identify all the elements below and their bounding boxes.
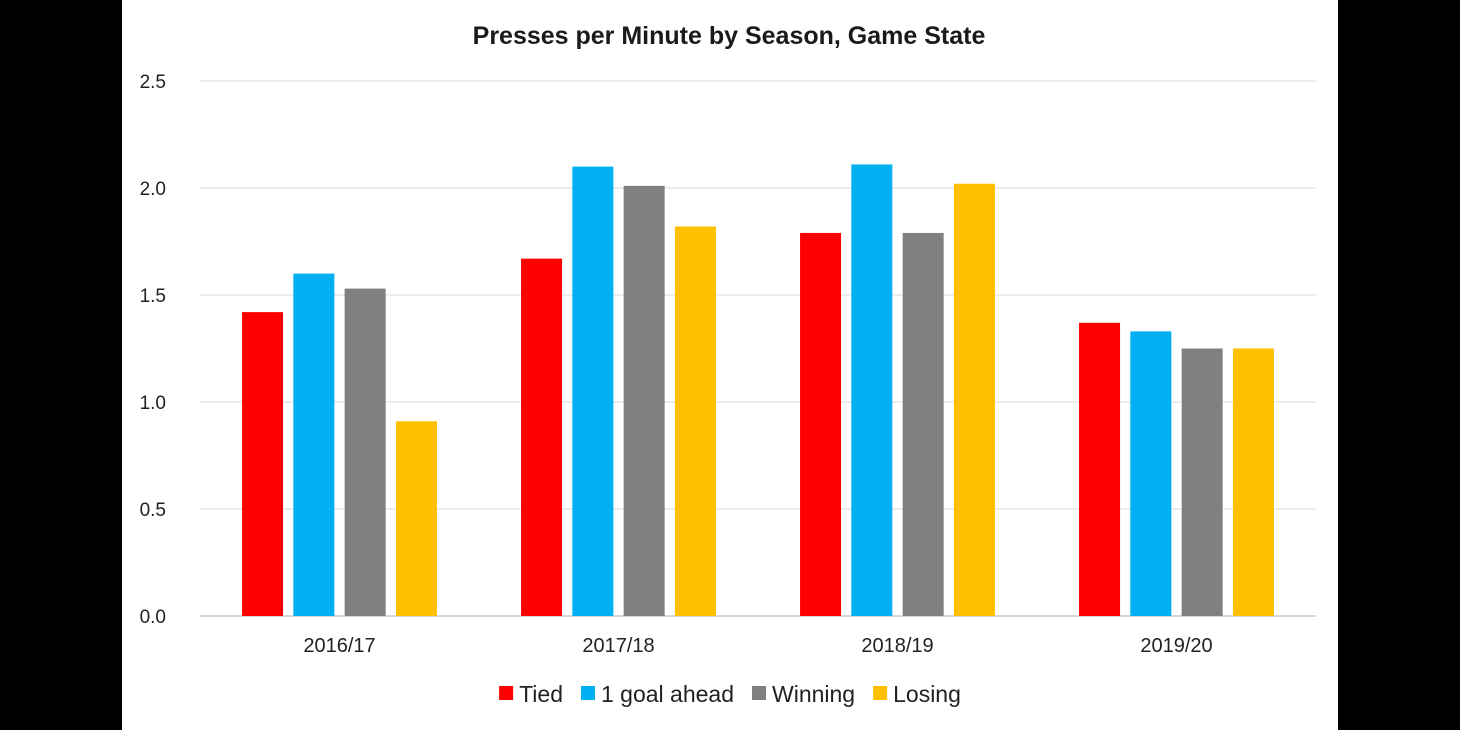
gridlines bbox=[200, 80, 1316, 617]
bar-tied-2019-20 bbox=[1079, 322, 1121, 616]
legend-swatch-winning bbox=[752, 686, 767, 700]
y-tick-label: 2.5 bbox=[140, 72, 166, 93]
x-tick-label: 2017/18 bbox=[582, 635, 654, 657]
y-tick-label: 1.0 bbox=[140, 393, 166, 414]
y-tick-label: 0.5 bbox=[140, 500, 166, 521]
legend-label: 1 goal ahead bbox=[601, 681, 734, 707]
legend-swatch-tied bbox=[499, 686, 514, 700]
bar-1-goal-ahead-2016-17 bbox=[293, 273, 335, 616]
bar-winning-2018-19 bbox=[902, 232, 944, 616]
legend-swatch-1-goal-ahead bbox=[580, 686, 595, 700]
y-axis-ticks: 0.0 0.5 1.0 1.5 2.0 2.5 bbox=[140, 72, 166, 628]
legend-label: Winning bbox=[772, 681, 855, 707]
x-tick-label: 2019/20 bbox=[1140, 635, 1212, 657]
legend-swatch-losing bbox=[873, 686, 888, 700]
y-tick-label: 0.0 bbox=[140, 607, 166, 628]
y-tick-label: 1.5 bbox=[140, 286, 166, 307]
bar-chart: Presses per Minute by Season, Game State… bbox=[140, 22, 1316, 707]
bar-losing-2016-17 bbox=[395, 421, 437, 616]
bar-losing-2017-18 bbox=[674, 226, 716, 616]
y-tick-label: 2.0 bbox=[140, 179, 166, 200]
x-tick-label: 2016/17 bbox=[303, 635, 375, 657]
chart-panel: Presses per Minute by Season, Game State… bbox=[122, 0, 1338, 730]
bar-tied-2016-17 bbox=[242, 312, 284, 616]
bar-tied-2018-19 bbox=[800, 232, 842, 616]
x-axis-ticks: 2016/17 2017/18 2018/19 2019/20 bbox=[303, 635, 1212, 657]
bar-winning-2017-18 bbox=[623, 185, 665, 617]
bar-losing-2018-19 bbox=[953, 183, 995, 616]
bar-1-goal-ahead-2019-20 bbox=[1130, 331, 1172, 616]
legend-label: Losing bbox=[893, 681, 961, 707]
bar-tied-2017-18 bbox=[521, 258, 563, 616]
bars bbox=[242, 164, 1274, 617]
bar-1-goal-ahead-2017-18 bbox=[572, 166, 614, 616]
bar-losing-2019-20 bbox=[1232, 348, 1274, 616]
chart-title: Presses per Minute by Season, Game State bbox=[473, 22, 986, 50]
x-tick-label: 2018/19 bbox=[861, 635, 933, 657]
bar-winning-2019-20 bbox=[1181, 348, 1223, 616]
legend: Tied 1 goal ahead Winning Losing bbox=[499, 681, 961, 707]
legend-label: Tied bbox=[519, 681, 563, 707]
bar-winning-2016-17 bbox=[344, 288, 386, 616]
bar-1-goal-ahead-2018-19 bbox=[851, 164, 893, 616]
